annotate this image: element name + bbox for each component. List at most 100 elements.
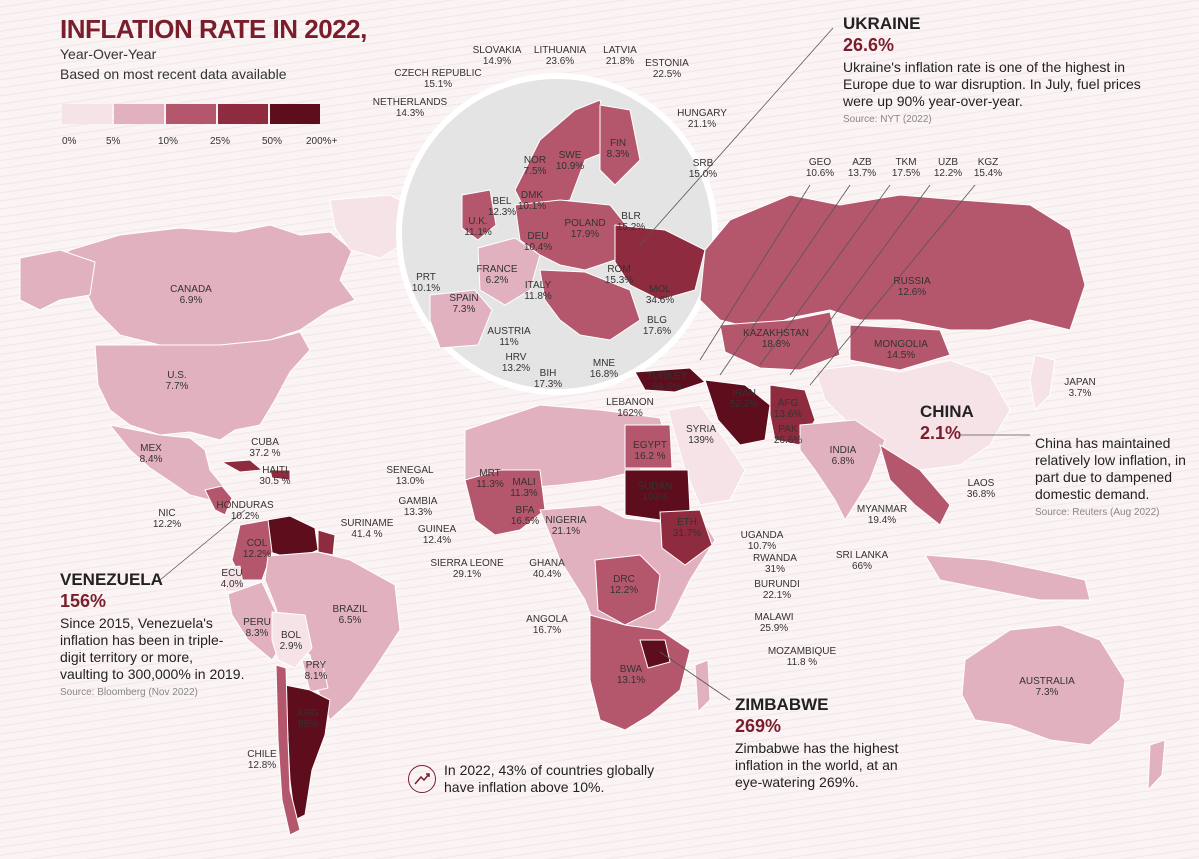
country-name: BEL [492, 196, 512, 207]
legend-label: 50% [262, 136, 283, 147]
shape-west-africa [464, 469, 546, 536]
label-myanmar: MYANMAR 19.4% [857, 504, 907, 526]
country-name: SYRIA [685, 424, 717, 435]
country-name: RWANDA [753, 553, 797, 564]
label-haiti: HAITI 30.5 % [259, 465, 290, 487]
label-dmk: DMK 10.1% [518, 190, 546, 212]
label-srilanka: SRI LANKA 66% [836, 550, 888, 572]
footnote: In 2022, 43% of countries globally have … [444, 762, 655, 795]
label-gambia: GAMBIA 13.3% [399, 496, 438, 518]
shape-alaska [19, 249, 96, 311]
label-mongolia: MONGOLIA 14.5% [874, 339, 928, 361]
country-value: 12.4% [422, 535, 452, 546]
country-name: TKM [895, 157, 917, 168]
shape-finland [599, 104, 641, 186]
label-mne: MNE 16.8% [590, 358, 618, 380]
label-russia: RUSSIA 12.6% [893, 276, 930, 298]
label-deu: DEU 10.4% [524, 231, 552, 253]
label-pry: PRY 8.1% [305, 660, 328, 682]
country-value: 12.6% [897, 287, 927, 298]
country-name: PRY [305, 660, 327, 671]
label-egypt: EGYPT 16.2 % [633, 440, 667, 462]
country-value: 30.5 % [259, 476, 291, 487]
callout-zimbabwe-pct: 269% [735, 716, 782, 736]
country-name: RUSSIA [893, 276, 931, 287]
label-senegal: SENEGAL 13.0% [386, 465, 433, 487]
label-iran: IRAN 52.2% [730, 388, 758, 410]
shape-ethiopia [659, 509, 713, 566]
shape-us [94, 331, 311, 441]
label-sierraleone: SIERRA LEONE 29.1% [430, 558, 503, 580]
country-name: LEBANON [606, 397, 654, 408]
label-bih: BIH 17.3% [534, 368, 562, 390]
callout-ukraine-source: Source: NYT (2022) [843, 114, 932, 125]
country-name: LAOS [967, 478, 995, 489]
callout-ukraine-body: Ukraine's inflation rate is one of the h… [843, 59, 1141, 109]
country-value: 36.8% [966, 489, 996, 500]
country-value: 7.3% [452, 304, 476, 315]
country-value: 12.2% [933, 168, 963, 179]
callout-zimbabwe-name: ZIMBABWE [735, 695, 829, 714]
country-value: 23.6% [545, 56, 575, 67]
shape-madagascar [694, 659, 711, 714]
shape-australia [961, 624, 1126, 746]
callout-ukraine-name: UKRAINE [843, 14, 921, 33]
label-swe: SWE 10.9% [556, 150, 584, 172]
label-ghana: GHANA 40.4% [529, 558, 565, 580]
country-name: GHANA [529, 558, 565, 569]
shape-colombia [231, 519, 273, 581]
shape-iberia [429, 289, 493, 349]
country-value: 162% [617, 408, 643, 419]
label-spain: SPAIN 7.3% [449, 293, 478, 315]
callout-china: CHINA 2.1% [920, 402, 1180, 444]
legend-swatch [270, 104, 320, 124]
callout-china-source: Source: Reuters (Aug 2022) [1035, 507, 1160, 518]
callout-china-pct: 2.1% [920, 423, 962, 443]
leader-lines [159, 27, 1030, 701]
country-name: ANGOLA [526, 614, 568, 625]
country-value: 66% [851, 561, 872, 572]
label-pak: PAK 26.6% [774, 424, 802, 446]
country-name: AUSTRIA [487, 326, 531, 337]
country-name: AFG [777, 398, 799, 409]
label-italy: ITALY 11.8% [524, 280, 552, 302]
country-name: HONDURAS [216, 500, 274, 511]
label-france: FRANCE 6.2% [476, 264, 517, 286]
shape-russia [699, 194, 1086, 331]
legend-label: 200%+ [306, 136, 338, 147]
label-chile: CHILE 12.8% [247, 749, 276, 771]
country-value: 13.2% [501, 363, 531, 374]
country-value: 16.7% [532, 625, 562, 636]
shape-haiti [269, 469, 291, 481]
label-bfa: BFA 16.5% [511, 505, 539, 527]
callout-china-name: CHINA [920, 402, 974, 421]
shape-drc [594, 554, 661, 626]
country-value: 15.4% [973, 168, 1003, 179]
label-arg: ARG 88% [297, 708, 319, 730]
country-name: COL [246, 538, 268, 549]
country-value: 11.8% [524, 291, 552, 302]
shape-paraguay [301, 659, 329, 693]
country-name: HUNGARY [677, 108, 727, 119]
country-value: 2.9% [279, 641, 303, 652]
shape-mongolia [849, 324, 951, 371]
country-name: LATVIA [603, 45, 637, 56]
country-name: DEU [527, 231, 549, 242]
country-name: MNE [592, 358, 616, 369]
country-name: MALAWI [754, 612, 794, 623]
country-name: NOR [523, 155, 547, 166]
country-name: SWE [558, 150, 582, 161]
country-name: SRB [692, 158, 714, 169]
label-poland: POLAND 17.9% [564, 218, 605, 240]
label-bwa: BWA 13.1% [617, 664, 645, 686]
label-lebanon: LEBANON 162% [606, 397, 654, 419]
label-kazakhstan: KAZAKHSTAN 18.8% [743, 328, 809, 350]
country-value: 13.6% [773, 409, 803, 420]
country-name: AZB [852, 157, 872, 168]
country-value: 11.8 % [786, 657, 818, 668]
label-burundi: BURUNDI 22.1% [754, 579, 800, 601]
country-value: 40.4% [532, 569, 562, 580]
shape-japan [1029, 354, 1056, 412]
country-value: 139% [688, 435, 714, 446]
